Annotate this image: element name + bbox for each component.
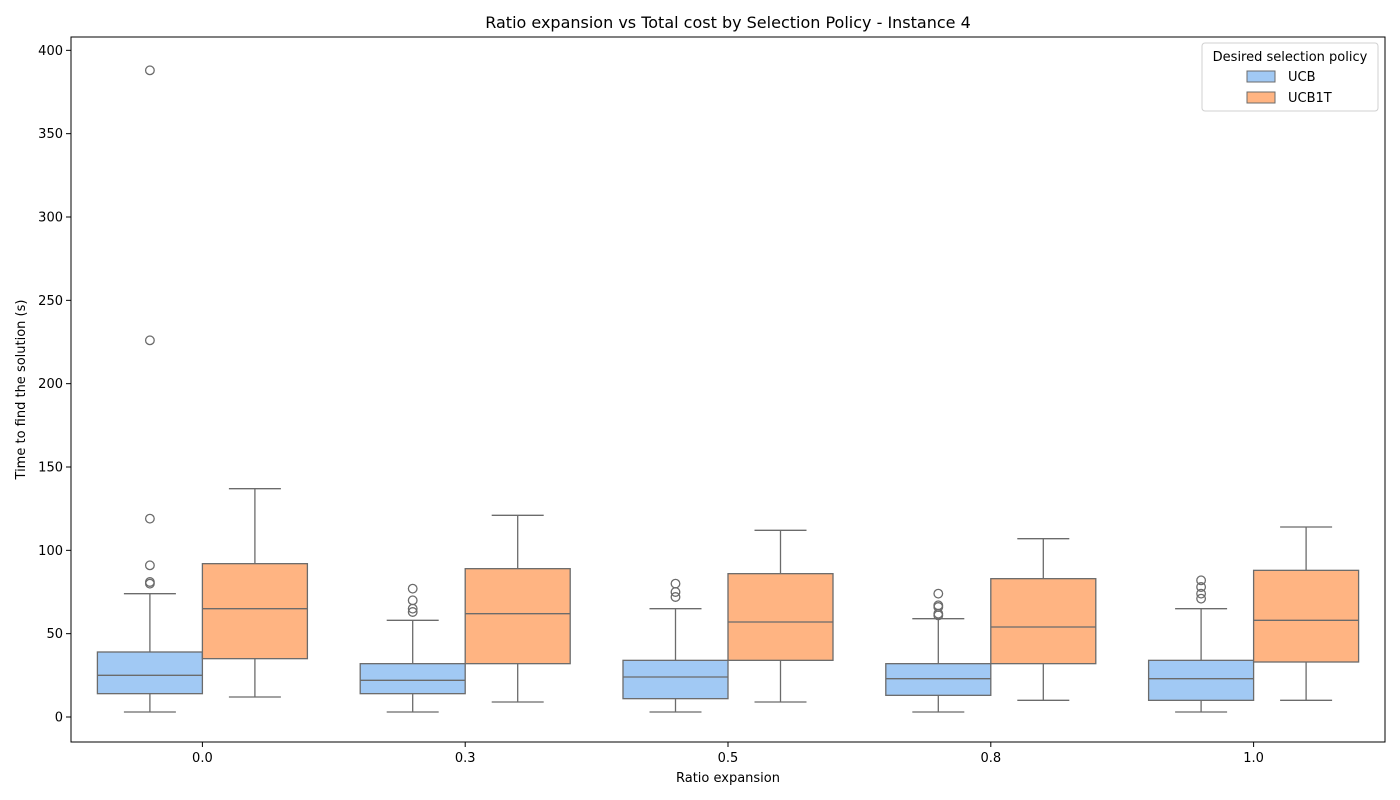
- outlier-point: [670, 592, 681, 602]
- outlier-point: [144, 65, 155, 76]
- x-tick-label: 0.8: [980, 751, 1001, 766]
- iqr-box: [885, 663, 992, 696]
- iqr-box: [359, 663, 466, 695]
- x-tick-label: 1.0: [1243, 751, 1264, 766]
- y-axis-label: Time to find the solution (s): [14, 300, 29, 481]
- outlier-point: [670, 578, 681, 589]
- outlier-point: [144, 513, 155, 524]
- iqr-box: [464, 568, 571, 665]
- box-ucb1t-1.0: [1252, 526, 1360, 701]
- x-tick-label: 0.5: [718, 751, 739, 766]
- x-axis-label: Ratio expansion: [676, 771, 780, 786]
- y-tick-label: 350: [38, 127, 63, 142]
- y-tick-label: 200: [38, 377, 63, 392]
- iqr-box: [1147, 659, 1255, 701]
- box-ucb-0.8: [885, 588, 992, 713]
- outlier-point: [933, 610, 944, 621]
- outlier-point: [144, 335, 155, 346]
- box-ucb1t-0.5: [727, 529, 834, 703]
- legend-label-ucb: UCB: [1288, 70, 1316, 85]
- y-tick-label: 150: [38, 461, 63, 476]
- outlier-point: [407, 595, 418, 606]
- series-ucb: [96, 65, 1255, 713]
- y-tick-label: 400: [38, 44, 63, 59]
- y-tick-label: 300: [38, 211, 63, 226]
- box-ucb1t-0.0: [201, 488, 309, 698]
- box-ucb-0.3: [359, 583, 466, 713]
- outlier-point: [670, 587, 681, 597]
- outlier-point: [1196, 593, 1207, 604]
- series-ucb1t: [201, 488, 1360, 703]
- box-ucb1t-0.8: [990, 538, 1097, 701]
- y-axis: 0 50 100 150 200 250 300 350 400: [38, 44, 71, 726]
- legend-title: Desired selection policy: [1213, 50, 1368, 65]
- iqr-box: [990, 578, 1097, 665]
- outlier-point: [1196, 575, 1207, 586]
- legend-frame: [1201, 42, 1379, 112]
- box-ucb-1.0: [1147, 575, 1255, 713]
- outlier-point: [407, 583, 418, 594]
- outlier-point: [407, 603, 418, 614]
- y-tick-label: 250: [38, 294, 63, 309]
- outlier-point: [144, 578, 155, 589]
- box-ucb-0.0: [96, 65, 204, 713]
- plot-area: [96, 65, 1360, 713]
- outlier-point: [144, 560, 155, 571]
- iqr-box: [622, 659, 729, 700]
- legend-swatch-ucb: [1246, 70, 1276, 83]
- chart-title: Ratio expansion vs Total cost by Selecti…: [485, 13, 971, 32]
- iqr-box: [727, 573, 834, 661]
- outlier-point: [1196, 588, 1207, 599]
- legend-swatch-ucb1t: [1246, 91, 1276, 104]
- outlier-point: [933, 588, 944, 599]
- x-tick-label: 0.0: [192, 751, 213, 766]
- legend: Desired selection policy UCB UCB1T: [1201, 42, 1379, 112]
- iqr-box: [201, 563, 309, 660]
- box-ucb1t-0.3: [464, 514, 571, 703]
- y-tick-label: 50: [46, 627, 63, 642]
- outlier-point: [407, 607, 418, 617]
- y-tick-label: 0: [55, 711, 63, 726]
- outlier-point: [1196, 582, 1207, 592]
- iqr-box: [1252, 569, 1360, 663]
- x-tick-label: 0.3: [455, 751, 476, 766]
- box-ucb-0.5: [622, 578, 729, 713]
- legend-label-ucb1t: UCB1T: [1288, 91, 1332, 106]
- y-tick-label: 100: [38, 544, 63, 559]
- iqr-box: [96, 651, 204, 695]
- x-axis: 0.0 0.3 0.5 0.8 1.0: [192, 742, 1264, 766]
